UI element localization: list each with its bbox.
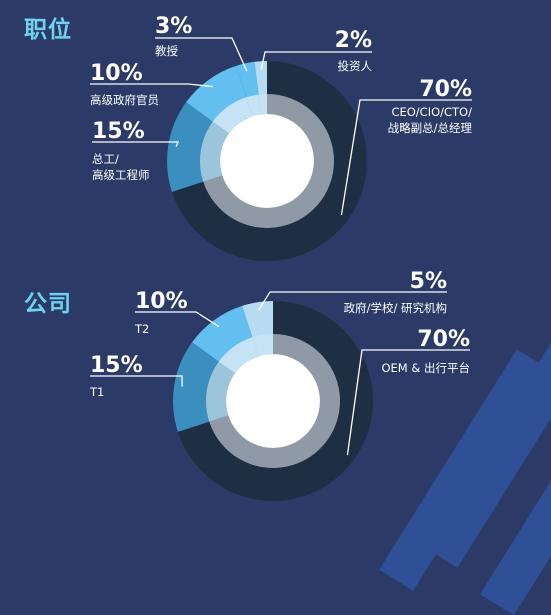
donut-inner-ring-segment	[252, 334, 273, 357]
callout-line	[340, 99, 472, 216]
slice-category-label: OEM & 出行平台	[381, 361, 470, 375]
slice-category-label-line: 投资人	[338, 59, 373, 73]
donut-slice	[171, 61, 367, 261]
slice-percent-label: 3%	[155, 14, 192, 39]
slice-category-label-line: T2	[134, 322, 149, 336]
callout-line	[135, 311, 220, 328]
callout-line	[155, 37, 248, 72]
section-title-position: 职位	[24, 17, 72, 43]
donut-inner-ring-segment	[203, 94, 334, 229]
slice-category-label: 总工/高级工程师	[92, 152, 150, 182]
donut-inner-ring-segment	[212, 97, 253, 134]
section-title-company: 公司	[24, 291, 72, 317]
donut-slice	[177, 301, 373, 501]
donut-charts: 70% CEO/CIO/CTO/战略副总/总经理 15% 总工/高级工程师 10% 高级政…	[89, 14, 473, 501]
slice-category-label-line: 总工/	[92, 152, 119, 166]
slice-percent-label: 10%	[135, 289, 188, 314]
slice-percent-label: 70%	[417, 327, 470, 352]
slice-category-label-line: 政府/学校/ 研究机构	[344, 301, 447, 315]
slice-category-label-line: 高级工程师	[92, 168, 150, 182]
slice-percent-label: 15%	[90, 353, 143, 378]
slice-percent-label: 2%	[335, 28, 372, 53]
slice-category-label: 教授	[155, 44, 178, 58]
slice-percent-label: 5%	[410, 269, 447, 294]
callout-line	[346, 349, 470, 456]
donut-inner-ring-segment	[206, 361, 235, 422]
slice-percent-label: 10%	[90, 61, 143, 86]
slice-category-label-line: 战略副总/总经理	[388, 121, 473, 135]
donut-center	[226, 354, 320, 448]
slice-category-label-line: 高级政府官员	[90, 93, 159, 107]
donut-inner-ring-segment	[258, 94, 267, 115]
slice-category-label: 投资人	[338, 59, 373, 73]
slice-category-label: T1	[89, 385, 104, 399]
donut-center	[220, 114, 314, 208]
callout-line	[260, 51, 372, 70]
slice-category-label: 高级政府官员	[90, 93, 159, 107]
callout-line	[92, 141, 179, 147]
slice-category-label-line: 教授	[155, 44, 178, 58]
callout-line	[258, 291, 447, 311]
donut-inner-ring-segment	[209, 334, 341, 468]
slice-category-label: 政府/学校/ 研究机构	[344, 301, 447, 315]
slice-category-label: T2	[134, 322, 149, 336]
slice-category-label-line: CEO/CIO/CTO/	[391, 105, 472, 119]
donut-inner-ring-segment	[246, 94, 262, 117]
slice-percent-label: 15%	[92, 119, 145, 144]
donut-inner-ring-segment	[200, 121, 229, 182]
callout-line	[90, 375, 183, 387]
slice-category-label-line: OEM & 出行平台	[381, 361, 470, 375]
slice-percent-label: 70%	[419, 77, 472, 102]
donut-inner-ring-segment	[218, 337, 259, 374]
slice-category-label: CEO/CIO/CTO/战略副总/总经理	[388, 105, 473, 135]
callout-line	[90, 83, 213, 88]
slice-category-label-line: T1	[89, 385, 104, 399]
